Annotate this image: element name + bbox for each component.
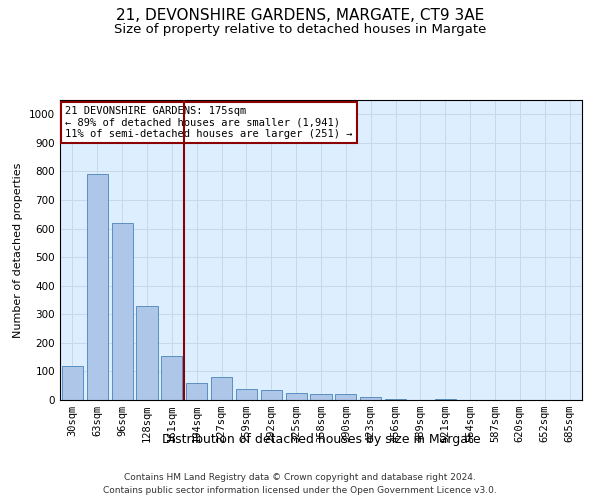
Bar [211, 377, 232, 400]
Bar [286, 393, 307, 400]
Text: Contains HM Land Registry data © Crown copyright and database right 2024.: Contains HM Land Registry data © Crown c… [124, 472, 476, 482]
Text: Contains public sector information licensed under the Open Government Licence v3: Contains public sector information licen… [103, 486, 497, 495]
Text: 21 DEVONSHIRE GARDENS: 175sqm
← 89% of detached houses are smaller (1,941)
11% o: 21 DEVONSHIRE GARDENS: 175sqm ← 89% of d… [65, 106, 353, 139]
Bar [360, 397, 381, 400]
Bar [435, 398, 456, 400]
Bar [62, 366, 83, 400]
Bar [310, 394, 332, 400]
Text: Distribution of detached houses by size in Margate: Distribution of detached houses by size … [161, 432, 481, 446]
Bar [186, 383, 207, 400]
Text: Size of property relative to detached houses in Margate: Size of property relative to detached ho… [114, 22, 486, 36]
Bar [261, 390, 282, 400]
Bar [335, 394, 356, 400]
Bar [87, 174, 108, 400]
Bar [136, 306, 158, 400]
Y-axis label: Number of detached properties: Number of detached properties [13, 162, 23, 338]
Bar [385, 398, 406, 400]
Bar [236, 388, 257, 400]
Text: 21, DEVONSHIRE GARDENS, MARGATE, CT9 3AE: 21, DEVONSHIRE GARDENS, MARGATE, CT9 3AE [116, 8, 484, 22]
Bar [112, 223, 133, 400]
Bar [161, 356, 182, 400]
